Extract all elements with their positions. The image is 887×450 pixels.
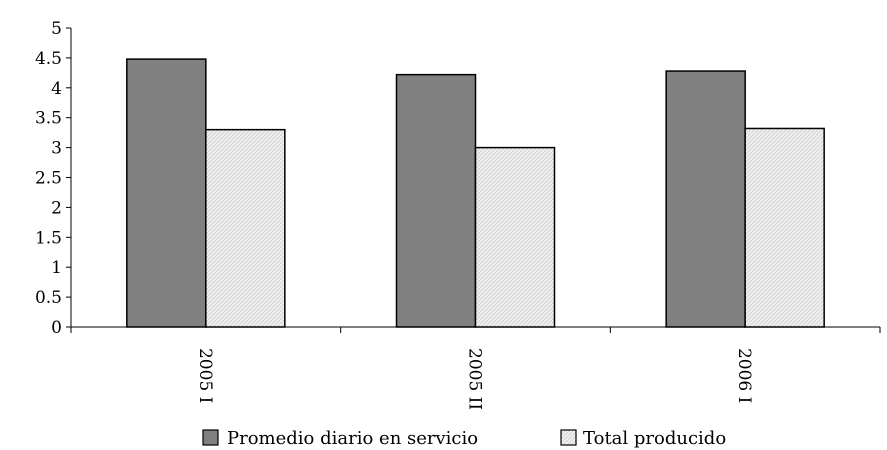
bars bbox=[126, 58, 825, 328]
y-tick-label: 4 bbox=[51, 79, 62, 99]
legend-label-1: Total producido bbox=[583, 428, 726, 449]
y-tick-label: 2.5 bbox=[35, 169, 62, 189]
y-axis: 0 0.5 1 1.5 2 2.5 3 3.5 4 4.5 5 bbox=[35, 19, 72, 338]
x-axis bbox=[70, 326, 881, 333]
bar-promedio-1 bbox=[395, 73, 477, 328]
bar-promedio-2 bbox=[665, 70, 746, 328]
bar-total-0 bbox=[205, 128, 286, 328]
y-tick-label: 2 bbox=[51, 198, 62, 218]
y-tick-label: 3.5 bbox=[35, 109, 62, 129]
legend-swatch-0 bbox=[202, 429, 219, 446]
y-tick-label: 3 bbox=[51, 139, 62, 159]
category-label: 2005 I bbox=[195, 348, 215, 403]
y-tick-label: 0.5 bbox=[35, 288, 62, 308]
category-label: 2006 I bbox=[734, 348, 754, 403]
legend-label-0: Promedio diario en servicio bbox=[227, 428, 478, 449]
legend: Promedio diario en servicio Total produci… bbox=[202, 428, 726, 449]
bar-promedio-0 bbox=[126, 58, 207, 328]
category-label: 2005 II bbox=[465, 348, 485, 410]
y-tick-label: 1 bbox=[51, 258, 62, 278]
category-labels: 2005 I 2005 II 2006 I bbox=[195, 348, 754, 410]
y-tick-label: 0 bbox=[51, 318, 62, 338]
y-tick-label: 4.5 bbox=[35, 49, 62, 69]
bar-total-1 bbox=[474, 146, 556, 328]
y-tick-label: 1.5 bbox=[35, 228, 62, 248]
bar-total-2 bbox=[744, 127, 825, 328]
y-tick-label: 5 bbox=[51, 19, 62, 39]
legend-swatch-1 bbox=[560, 429, 577, 446]
